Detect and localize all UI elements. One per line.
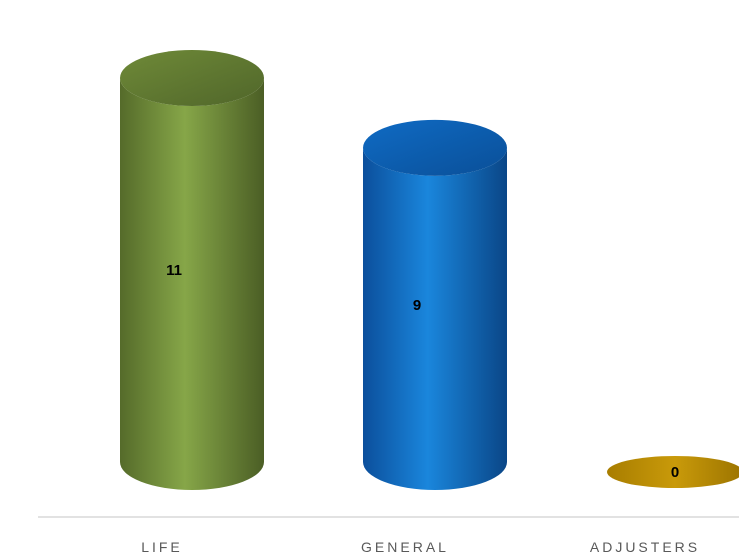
tick-label-life: LIFE (141, 539, 183, 555)
tick-labels-group: LIFE GENERAL ADJUSTERS (141, 539, 700, 555)
data-label-life: 11 (166, 262, 182, 279)
bar-life (120, 78, 264, 490)
bars-group (120, 50, 739, 490)
tick-label-general: GENERAL (361, 539, 449, 555)
data-label-adjusters: 0 (671, 464, 679, 481)
bar-top-general (363, 119, 507, 176)
tick-label-adjusters: ADJUSTERS (590, 539, 700, 555)
bar-adjusters (607, 456, 739, 488)
data-labels-group: 11 9 0 (166, 262, 679, 481)
bar-top-life (120, 50, 264, 106)
data-label-general: 9 (413, 297, 421, 314)
bar-general (363, 147, 507, 490)
